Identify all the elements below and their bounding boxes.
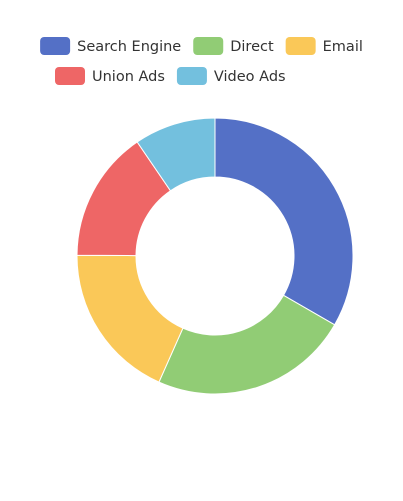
legend-item-union-ads[interactable]: Union Ads [55,67,165,85]
slice-search-engine[interactable] [214,117,354,326]
slices [76,117,354,395]
slice-direct[interactable] [158,294,336,395]
legend-item-direct[interactable]: Direct [193,37,274,55]
legend: Search Engine Direct Email Union Ads Video A… [40,37,363,85]
legend-item-email[interactable]: Email [285,37,363,55]
legend-item-search-engine[interactable]: Search Engine [40,37,181,55]
legend-label-email: Email [323,39,363,55]
legend-label-direct: Direct [230,39,274,55]
legend-label-union-ads: Union Ads [92,69,165,85]
legend-label-search-engine: Search Engine [77,39,181,55]
legend-swatch-search-engine [40,37,71,55]
slice-email[interactable] [76,254,184,383]
legend-swatch-direct [193,37,224,55]
slice-video-ads[interactable] [136,117,216,192]
legend-item-video-ads[interactable]: Video Ads [176,67,286,85]
legend-swatch-union-ads [55,67,85,85]
legend-swatch-email [285,37,316,55]
legend-swatch-video-ads [176,67,207,85]
legend-label-video-ads: Video Ads [214,69,286,85]
